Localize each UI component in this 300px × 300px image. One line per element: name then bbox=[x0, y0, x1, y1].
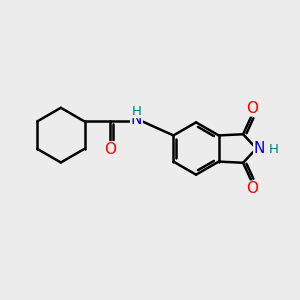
Text: N: N bbox=[254, 141, 265, 156]
Text: N: N bbox=[131, 112, 142, 128]
Text: H: H bbox=[132, 105, 142, 118]
Text: O: O bbox=[247, 181, 259, 196]
Text: O: O bbox=[247, 101, 259, 116]
Text: H: H bbox=[269, 142, 279, 156]
Text: O: O bbox=[104, 142, 116, 157]
